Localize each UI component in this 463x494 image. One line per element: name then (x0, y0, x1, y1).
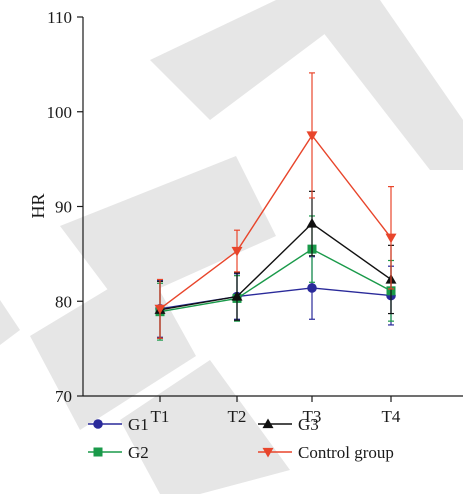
y-tick-label: 110 (47, 8, 72, 27)
y-tick-label: 80 (55, 292, 72, 311)
legend-item-3: G3 (258, 415, 319, 434)
data-point (306, 131, 318, 141)
x-tick-label: T1 (151, 407, 170, 426)
legend-item-2: G2 (88, 443, 149, 462)
series-4 (154, 72, 397, 339)
y-axis-title: HR (28, 193, 48, 218)
series-line (159, 248, 392, 313)
watermark-letter-t (150, 0, 330, 120)
series-line (159, 134, 392, 310)
y-axis-ticks: 70 80 90 100 110 (47, 8, 83, 406)
data-point (307, 283, 317, 293)
series-layer (154, 72, 397, 341)
legend-item-1: G1 (88, 415, 149, 434)
watermark-letter-r (30, 266, 196, 430)
data-point (231, 291, 243, 301)
y-tick-label: 90 (55, 198, 72, 217)
legend-marker (93, 419, 103, 429)
watermark-fragment-2 (120, 360, 290, 494)
legend-label: G3 (298, 415, 319, 434)
x-tick-label: T3 (303, 407, 322, 426)
y-tick-label: 100 (47, 103, 73, 122)
watermark-letter-e (60, 156, 276, 306)
legend-label: G1 (128, 415, 149, 434)
data-point (385, 233, 397, 244)
legend-label: Control group (298, 443, 394, 462)
data-point (306, 218, 318, 228)
legend-item-4: Control group (258, 443, 394, 462)
data-point (154, 304, 166, 315)
x-tick-label: T4 (382, 407, 401, 426)
legend-marker (262, 418, 274, 429)
watermark-letter-r2 (298, 0, 463, 170)
y-tick-label: 70 (55, 387, 72, 406)
legend-marker (262, 447, 274, 458)
x-axis-ticks: T1 T2 T3 T4 (151, 396, 401, 426)
watermark-fragment (0, 300, 20, 345)
x-tick-label: T2 (228, 407, 247, 426)
legend-marker (93, 447, 103, 457)
legend-label: G2 (128, 443, 149, 462)
data-point (231, 246, 243, 257)
legend: G1 G2 G3 Control group (88, 415, 394, 462)
series-line (159, 222, 392, 311)
